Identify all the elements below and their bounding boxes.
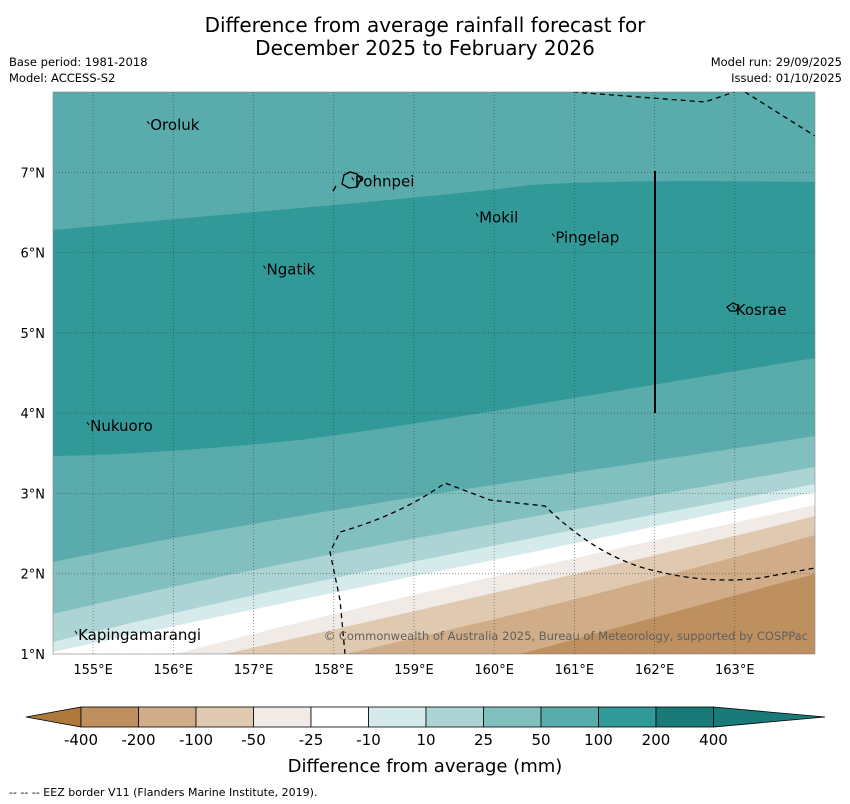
- place-marker: [86, 421, 90, 426]
- lon-tick-label: 159°E: [394, 663, 434, 678]
- eez-border-south: [329, 482, 815, 654]
- place-ngatik: Ngatik: [263, 261, 316, 279]
- legend-colorbar: -400 -200 -100 -50 -25 -10 10 25 50 100 200 400: [25, 706, 826, 749]
- axis-labels: 155°E 156°E 157°E 158°E 159°E 160°E 161°E 162°E…: [21, 166, 755, 678]
- legend-swatch: [483, 706, 542, 728]
- lon-tick-label: 161°E: [555, 663, 595, 678]
- lat-tick-label: 5°N: [21, 327, 46, 342]
- legend-tick-label: 100: [584, 731, 613, 749]
- place-label: Mokil: [479, 208, 518, 226]
- place-label: Pohnpei: [355, 172, 415, 190]
- legend-tick-label: -25: [299, 731, 324, 749]
- place-marker: [146, 120, 150, 125]
- model-name: Model: ACCESS-S2: [9, 71, 116, 85]
- place-kosrae: Kosrae: [732, 301, 787, 319]
- lat-tick-label: 4°N: [21, 407, 46, 422]
- map-frame: [52, 91, 816, 655]
- place-label: Nukuoro: [90, 417, 153, 435]
- legend-swatch: [368, 706, 427, 728]
- legend-tick-label: -400: [64, 731, 98, 749]
- legend-swatch: [80, 706, 139, 728]
- legend-swatch: [253, 706, 312, 728]
- place-label: Ngatik: [267, 261, 316, 279]
- lat-tick-label: 3°N: [21, 487, 46, 502]
- legend-swatch: [425, 706, 484, 728]
- place-nukuoro: Nukuoro: [86, 417, 153, 435]
- place-kapingamarangi: Kapingamarangi: [74, 626, 201, 644]
- model-run: Model run: 29/09/2025: [710, 55, 842, 69]
- lon-tick-label: 155°E: [73, 663, 113, 678]
- kosrae-outline: [726, 302, 740, 312]
- legend-swatch: [195, 706, 254, 728]
- copyright-notice: © Commonwealth of Australia 2025, Bureau…: [324, 629, 808, 643]
- place-label: Kapingamarangi: [78, 626, 201, 644]
- legend-extend-low: [25, 706, 82, 728]
- place-label: Oroluk: [150, 116, 199, 134]
- legend-swatch: [598, 706, 657, 728]
- lat-tick-label: 2°N: [21, 568, 46, 583]
- lon-tick-label: 162°E: [635, 663, 675, 678]
- lon-tick-label: 157°E: [234, 663, 274, 678]
- place-marker: [74, 630, 78, 635]
- map-title: Difference from average rainfall forecas…: [0, 14, 850, 60]
- meta-right: Model run: 29/09/2025 Issued: 01/10/2025: [711, 54, 842, 86]
- band-neg200-neg100: [520, 574, 815, 654]
- base-period: Base period: 1981-2018: [9, 55, 148, 69]
- legend-tick-label: -200: [121, 731, 155, 749]
- title-line-2: December 2025 to February 2026: [255, 36, 595, 60]
- eez-border-north: [572, 92, 815, 137]
- eez-footnote: -- -- -- EEZ border V11 (Flanders Marine…: [9, 786, 318, 799]
- lon-tick-label: 156°E: [154, 663, 194, 678]
- legend-swatch: [310, 706, 369, 728]
- graticule: [53, 92, 815, 654]
- pohnpei-outline: [341, 171, 362, 189]
- issued-date: Issued: 01/10/2025: [731, 71, 842, 85]
- legend-swatch: [138, 706, 197, 728]
- meta-left: Base period: 1981-2018 Model: ACCESS-S2: [9, 54, 148, 86]
- legend-tick-label: -50: [241, 731, 266, 749]
- eez-border-fragment: [332, 185, 337, 192]
- legend-swatch: [655, 706, 714, 728]
- place-oroluk: Oroluk: [146, 116, 200, 134]
- lat-tick-label: 6°N: [21, 247, 46, 262]
- place-labels: Oroluk Pohnpei Mokil Pingelap Ngatik Kosrae Nu…: [74, 116, 787, 644]
- lat-tick-label: 1°N: [21, 648, 46, 663]
- legend-swatch: [540, 706, 599, 728]
- lon-tick-label: 163°E: [715, 663, 755, 678]
- place-mokil: Mokil: [475, 208, 518, 226]
- place-marker: [475, 213, 479, 217]
- lon-tick-label: 160°E: [474, 663, 514, 678]
- legend-tick-label: 25: [474, 731, 493, 749]
- legend-tick-label: 400: [699, 731, 728, 749]
- legend-title: Difference from average (mm): [288, 756, 563, 777]
- place-marker: [263, 265, 266, 269]
- lon-tick-label: 158°E: [314, 663, 354, 678]
- place-marker: [551, 233, 555, 237]
- legend-tick-label: -10: [356, 731, 381, 749]
- map-plot-area: Oroluk Pohnpei Mokil Pingelap Ngatik Kosrae Nu…: [53, 92, 815, 654]
- legend-tick-label: 10: [416, 731, 435, 749]
- legend-extend-high: [713, 706, 826, 728]
- legend-tick-label: 50: [531, 731, 550, 749]
- place-pohnpei: Pohnpei: [351, 172, 415, 190]
- title-line-1: Difference from average rainfall forecas…: [204, 13, 646, 37]
- place-marker: [732, 305, 736, 310]
- band-200-400: [53, 181, 815, 456]
- legend-tick-label: -100: [179, 731, 213, 749]
- legend-tick-label: 200: [642, 731, 671, 749]
- place-marker: [351, 177, 355, 181]
- place-label: Kosrae: [736, 301, 787, 319]
- lat-tick-label: 7°N: [21, 166, 46, 181]
- place-label: Pingelap: [555, 229, 619, 247]
- place-pingelap: Pingelap: [551, 229, 619, 247]
